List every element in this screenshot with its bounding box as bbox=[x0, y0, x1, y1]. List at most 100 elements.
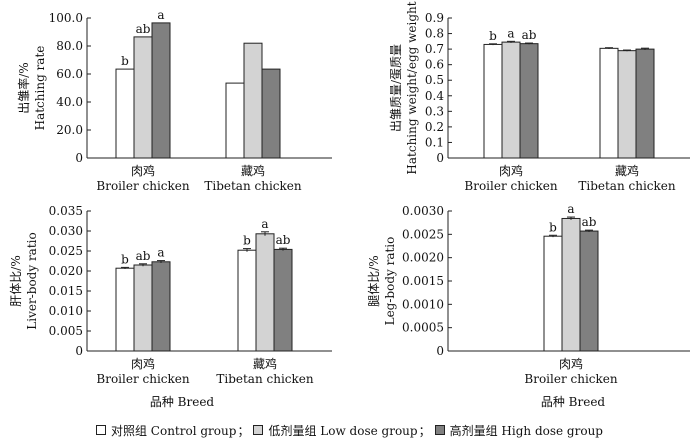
bar-control bbox=[483, 43, 503, 159]
legend: 对照组 Control group； 低剂量组 Low dose group； … bbox=[0, 420, 699, 440]
bar-low bbox=[617, 50, 637, 159]
panel-hatching-weight: 0 0.10.2 0.30.4 0.50.6 0.70.8 0.9 出雏质量/蛋质量 Hatc… bbox=[388, 1, 690, 193]
bar-low bbox=[133, 264, 153, 352]
bar-control bbox=[543, 235, 563, 352]
y-axis-label-en: Hatching weight/egg weight bbox=[405, 1, 419, 174]
legend-item-high: 高剂量组 High dose group bbox=[434, 422, 603, 439]
y-axis-label-en: Liver-body ratio bbox=[25, 232, 39, 329]
significance-letter: ab bbox=[136, 249, 151, 263]
legend-item-control: 对照组 Control group； bbox=[95, 422, 250, 439]
figure: 0 20.0 40.0 60.0 80.0 100.0 出雏率/% Hatching rate… bbox=[9, 1, 690, 409]
y-tick-label: 0.3 bbox=[425, 104, 444, 118]
bar-low bbox=[243, 42, 263, 159]
y-tick-label: 0.020 bbox=[49, 264, 83, 278]
y-tick-label: 0.035 bbox=[49, 204, 83, 218]
y-tick-label: 0 bbox=[75, 344, 83, 358]
category-label-en: Broiler chicken bbox=[464, 179, 557, 193]
legend-separator: ； bbox=[418, 423, 431, 438]
bar-low bbox=[133, 36, 153, 159]
y-tick-label: 0.0010 bbox=[402, 297, 444, 311]
significance-letter: ab bbox=[136, 22, 151, 36]
panel-liver-body-ratio: 0 0.005 0.010 0.015 0.020 0.025 0.030 0.035 肝体比/… bbox=[9, 204, 332, 386]
significance-letter: b bbox=[243, 234, 251, 248]
y-tick-label: 60.0 bbox=[56, 67, 83, 81]
category-label-cn: 肉鸡 bbox=[131, 163, 155, 178]
y-tick-label: 0.4 bbox=[425, 89, 444, 103]
y-tick-label: 0.0015 bbox=[402, 274, 444, 288]
legend-label-high: 高剂量组 High dose group bbox=[449, 423, 603, 438]
y-tick-label: 0.1 bbox=[425, 135, 444, 149]
bar-high bbox=[273, 248, 293, 352]
y-tick-label: 20.0 bbox=[56, 123, 83, 137]
y-tick-label: 0.005 bbox=[49, 324, 83, 338]
category-label-cn: 肉鸡 bbox=[559, 356, 583, 371]
y-tick-label: 0.0005 bbox=[402, 321, 444, 335]
y-tick-label: 0.015 bbox=[49, 284, 83, 298]
shared-xlabel-left: 品种 Breed bbox=[150, 395, 215, 409]
bar-high bbox=[519, 43, 539, 159]
legend-swatch-control bbox=[95, 425, 106, 435]
bar-low bbox=[561, 217, 581, 352]
y-axis-label-cn: 出雏率/% bbox=[16, 62, 31, 113]
significance-letter: ab bbox=[276, 233, 291, 247]
legend-separator: ； bbox=[237, 423, 250, 438]
bar-control bbox=[237, 249, 257, 352]
y-tick-label: 0.0030 bbox=[402, 204, 444, 218]
y-tick-label: 80.0 bbox=[56, 39, 83, 53]
category-label-cn: 藏鸡 bbox=[615, 163, 639, 178]
significance-letter: a bbox=[507, 26, 514, 40]
y-tick-label: 0.5 bbox=[425, 73, 444, 87]
bar-high bbox=[261, 68, 281, 159]
bar-control bbox=[599, 47, 619, 159]
legend-swatch-high bbox=[434, 425, 445, 435]
y-axis-label-en: Hatching rate bbox=[33, 46, 47, 131]
significance-letter: a bbox=[157, 8, 164, 22]
bar-control bbox=[115, 68, 135, 159]
significance-letter: a bbox=[157, 246, 164, 260]
y-tick-label: 0 bbox=[436, 151, 444, 165]
y-tick-label: 0.010 bbox=[49, 304, 83, 318]
panel-leg-body-ratio: 0 0.0005 0.0010 0.0015 0.0020 0.0025 0.0030 腿体比… bbox=[367, 202, 690, 386]
bar-high bbox=[151, 22, 171, 159]
y-tick-label: 0.0020 bbox=[402, 251, 444, 265]
category-label-en: Tibetan chicken bbox=[204, 179, 302, 193]
y-tick-label: 0.0025 bbox=[402, 227, 444, 241]
bar-high bbox=[151, 261, 171, 352]
bar-high bbox=[635, 48, 655, 159]
category-label-en: Tibetan chicken bbox=[216, 372, 314, 386]
y-tick-label: 0.8 bbox=[425, 27, 444, 41]
significance-letter: a bbox=[261, 217, 268, 231]
y-axis-label-en: Leg-body ratio bbox=[383, 237, 397, 326]
category-label-en: Broiler chicken bbox=[524, 372, 617, 386]
legend-swatch-low bbox=[253, 425, 264, 435]
category-label-en: Broiler chicken bbox=[96, 179, 189, 193]
y-axis-label-cn: 肝体比/% bbox=[9, 255, 23, 306]
significance-letter: ab bbox=[582, 215, 597, 229]
y-tick-label: 0 bbox=[436, 344, 444, 358]
significance-letter: b bbox=[489, 29, 497, 43]
y-tick-label: 0 bbox=[75, 151, 83, 165]
y-tick-label: 40.0 bbox=[56, 95, 83, 109]
significance-letter: a bbox=[567, 202, 574, 216]
significance-letter: ab bbox=[522, 28, 537, 42]
y-tick-label: 0.6 bbox=[425, 58, 444, 72]
category-label-cn: 藏鸡 bbox=[253, 356, 277, 371]
y-tick-label: 0.9 bbox=[425, 11, 444, 25]
category-label-cn: 肉鸡 bbox=[499, 163, 523, 178]
category-label-en: Broiler chicken bbox=[96, 372, 189, 386]
y-tick-label: 0.025 bbox=[49, 244, 83, 258]
significance-letter: b bbox=[549, 220, 557, 234]
significance-letter: b bbox=[121, 252, 129, 266]
bar-low bbox=[501, 41, 521, 159]
shared-xlabel-right: 品种 Breed bbox=[541, 395, 606, 409]
significance-letter: b bbox=[121, 54, 129, 68]
bar-control bbox=[225, 82, 245, 159]
y-tick-label: 0.030 bbox=[49, 224, 83, 238]
y-axis-label-cn: 出雏质量/蛋质量 bbox=[388, 44, 403, 132]
y-tick-label: 0.7 bbox=[425, 42, 444, 56]
bar-low bbox=[255, 233, 275, 352]
category-label-cn: 肉鸡 bbox=[131, 356, 155, 371]
category-label-cn: 藏鸡 bbox=[241, 163, 265, 178]
legend-item-low: 低剂量组 Low dose group； bbox=[253, 422, 431, 439]
category-label-en: Tibetan chicken bbox=[578, 179, 676, 193]
